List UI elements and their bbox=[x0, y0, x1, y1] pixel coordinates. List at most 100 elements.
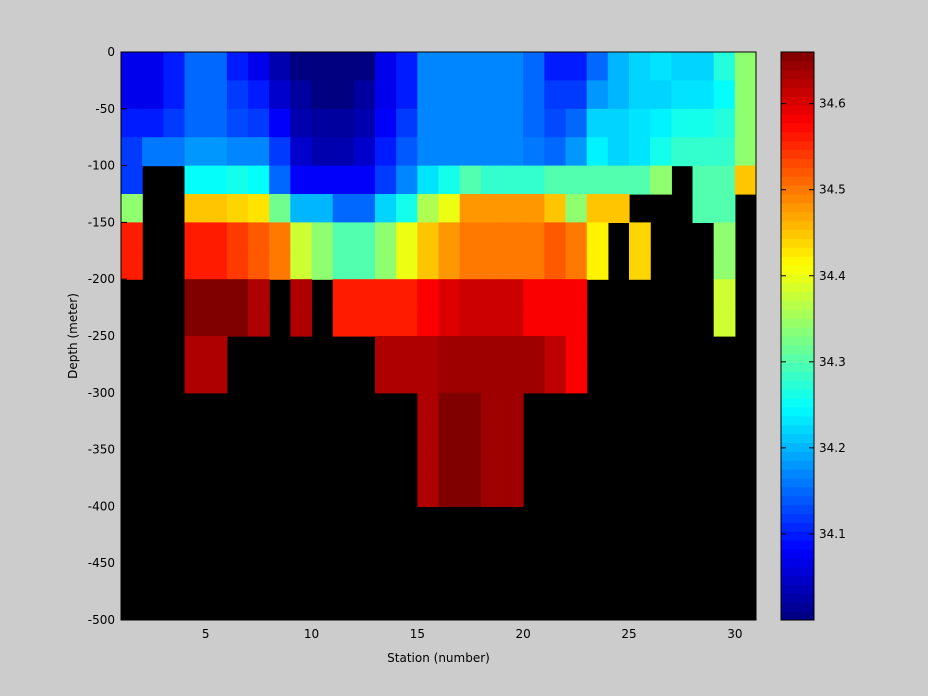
heatmap-cell bbox=[586, 250, 609, 280]
heatmap-cell bbox=[396, 222, 418, 252]
heatmap-cell bbox=[502, 165, 524, 195]
heatmap-cell bbox=[396, 279, 418, 309]
heatmap-cell bbox=[523, 165, 545, 195]
heatmap-cell bbox=[311, 137, 334, 167]
colorbar-segment bbox=[781, 549, 814, 559]
heatmap-cell bbox=[396, 364, 418, 394]
heatmap-cell bbox=[565, 336, 588, 365]
heatmap-cell bbox=[438, 52, 461, 81]
heatmap-cell bbox=[163, 137, 186, 167]
colorbar-segment bbox=[781, 424, 814, 435]
x-tick-label: 5 bbox=[202, 627, 210, 641]
heatmap-cell bbox=[565, 307, 588, 337]
heatmap-cell bbox=[544, 364, 567, 394]
heatmap-cell bbox=[375, 137, 397, 167]
colorbar-segment bbox=[781, 256, 814, 266]
heatmap-cell bbox=[438, 250, 461, 280]
heatmap-cell bbox=[734, 137, 757, 167]
heatmap-cell bbox=[629, 137, 651, 167]
heatmap-cell bbox=[353, 194, 376, 223]
heatmap-cell bbox=[311, 108, 334, 138]
heatmap-cell bbox=[502, 421, 524, 451]
heatmap-cell bbox=[332, 165, 355, 195]
heatmap-cell bbox=[248, 80, 270, 110]
colorbar-segment bbox=[781, 78, 814, 89]
colorbar-segment bbox=[781, 220, 814, 231]
heatmap-cell bbox=[353, 165, 376, 195]
heatmap-cell bbox=[650, 137, 672, 167]
heatmap-cell bbox=[692, 165, 715, 195]
heatmap-cell bbox=[438, 421, 461, 451]
heatmap-cell bbox=[121, 52, 143, 81]
heatmap-cell bbox=[311, 222, 334, 252]
heatmap-cell bbox=[607, 52, 630, 81]
colorbar-segment bbox=[781, 336, 814, 346]
heatmap-cell bbox=[459, 392, 482, 422]
heatmap-cell bbox=[163, 108, 186, 138]
heatmap-cell bbox=[184, 80, 207, 110]
heatmap-cell bbox=[629, 80, 651, 110]
colorbar-segment bbox=[781, 531, 814, 541]
colorbar-segment bbox=[781, 407, 814, 417]
y-tick-label: -200 bbox=[88, 272, 115, 286]
colorbar-segment bbox=[781, 584, 814, 594]
heatmap-cell bbox=[163, 80, 186, 110]
heatmap-cell bbox=[502, 80, 524, 110]
heatmap-cell bbox=[438, 364, 461, 394]
colorbar-segment bbox=[781, 451, 814, 461]
heatmap-cell bbox=[480, 279, 503, 309]
heatmap-cell bbox=[523, 279, 545, 309]
heatmap-cell bbox=[184, 165, 207, 195]
heatmap-cell bbox=[713, 279, 736, 309]
heatmap-cell bbox=[692, 137, 715, 167]
heatmap-cell bbox=[205, 364, 228, 394]
heatmap-cell bbox=[269, 80, 291, 110]
heatmap-cell bbox=[459, 250, 482, 280]
heatmap-cell bbox=[290, 222, 313, 252]
heatmap-cell bbox=[459, 449, 482, 479]
heatmap-cell bbox=[375, 364, 397, 394]
heatmap-cell bbox=[544, 307, 567, 337]
colorbar-segment bbox=[781, 460, 814, 470]
colorbar-segment bbox=[781, 176, 814, 186]
colorbar-segment bbox=[781, 327, 814, 337]
heatmap-cell bbox=[375, 307, 397, 337]
heatmap-cell bbox=[248, 307, 270, 337]
heatmap-cell bbox=[459, 307, 482, 337]
heatmap-cell bbox=[248, 250, 270, 280]
heatmap-cell bbox=[586, 108, 609, 138]
heatmap-cell bbox=[459, 52, 482, 81]
heatmap-cell bbox=[565, 52, 588, 81]
heatmap-cell bbox=[438, 137, 461, 167]
heatmap-cell bbox=[713, 108, 736, 138]
colorbar-segment bbox=[781, 60, 814, 71]
heatmap-cell bbox=[332, 279, 355, 309]
heatmap-cell bbox=[417, 307, 440, 337]
heatmap-cell bbox=[121, 194, 143, 223]
heatmap-cell bbox=[502, 108, 524, 138]
heatmap-cell bbox=[438, 108, 461, 138]
y-tick-label: -250 bbox=[88, 329, 115, 343]
heatmap-cell bbox=[226, 80, 249, 110]
colorbar: 34.1 34.2 34.3 34.4 34.5 34.6 bbox=[780, 51, 846, 621]
colorbar-segment bbox=[781, 486, 814, 497]
heatmap-cell bbox=[480, 307, 503, 337]
heatmap-cell bbox=[396, 307, 418, 337]
heatmap-cell bbox=[226, 279, 249, 309]
heatmap-cell bbox=[184, 194, 207, 223]
colorbar-segment bbox=[781, 522, 814, 532]
heatmap-cell bbox=[502, 392, 524, 422]
heatmap-cell bbox=[332, 307, 355, 337]
y-tick-label: -350 bbox=[88, 443, 115, 457]
heatmap-cell bbox=[544, 194, 567, 223]
heatmap-cell bbox=[671, 52, 694, 81]
heatmap-cell bbox=[269, 222, 291, 252]
colorbar-segment bbox=[781, 575, 814, 586]
colorbar-segment bbox=[781, 282, 814, 293]
heatmap-cell bbox=[502, 222, 524, 252]
heatmap-cell bbox=[396, 137, 418, 167]
colorbar-segment bbox=[781, 202, 814, 213]
heatmap-cell bbox=[226, 165, 249, 195]
colorbar-segment bbox=[781, 185, 814, 195]
heatmap-cell bbox=[375, 52, 397, 81]
